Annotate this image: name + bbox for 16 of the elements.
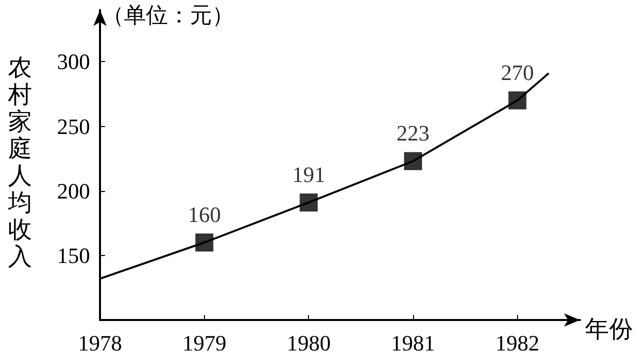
data-label: 223 xyxy=(396,120,430,146)
data-label: 160 xyxy=(188,202,221,227)
x-tick-label: 1982 xyxy=(495,330,540,356)
y-tick-label: 150 xyxy=(57,242,90,268)
y-tick-label: 300 xyxy=(57,49,90,74)
x-tick-label: 1981 xyxy=(391,330,436,356)
annotation: （单位：元） xyxy=(102,2,234,28)
x-axis-title: 年份 xyxy=(585,317,633,343)
y-tick-label: 200 xyxy=(57,178,90,204)
y-axis-title: 农村家庭人均收入 xyxy=(7,56,32,270)
x-tick-label: 1980 xyxy=(286,330,331,356)
y-tick-label: 250 xyxy=(57,114,90,139)
data-label: 270 xyxy=(500,60,534,85)
data-label: 191 xyxy=(292,162,326,187)
x-tick-label: 1979 xyxy=(182,330,226,356)
x-tick-label: 1978 xyxy=(78,330,122,356)
